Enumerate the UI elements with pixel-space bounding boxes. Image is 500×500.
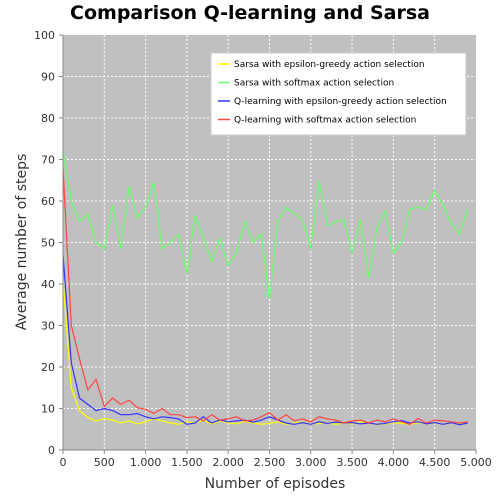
y-tick-label: 90 <box>41 71 55 84</box>
x-axis-title: Number of episodes <box>205 476 346 492</box>
x-tick-label: 5.000 <box>460 456 492 469</box>
y-axis-title: Average number of steps <box>14 154 30 331</box>
x-tick-label: 3.000 <box>295 456 327 469</box>
legend-box <box>210 52 467 136</box>
y-tick-label: 20 <box>41 361 55 374</box>
x-tick-label: 1.000 <box>130 456 162 469</box>
series-line-4 <box>62 167 468 425</box>
x-tick-label: 1.500 <box>171 456 203 469</box>
x-tick-label: 0 <box>60 456 67 469</box>
series-line-2 <box>62 151 469 299</box>
y-tick-label: 0 <box>48 444 55 457</box>
series-lines <box>62 151 469 426</box>
legend-label: Q-learning with epsilon-greedy action se… <box>234 97 447 107</box>
chart-title: Comparison Q-learning and Sarsa <box>70 2 430 24</box>
y-ticks: 0 10 20 30 40 50 60 70 80 90 100 <box>34 29 63 457</box>
x-tick-label: 2.000 <box>212 456 244 469</box>
y-tick-label: 10 <box>41 403 55 416</box>
y-tick-label: 40 <box>41 278 55 291</box>
legend-label: Sarsa with epsilon-greedy action selecti… <box>234 60 425 70</box>
y-tick-label: 30 <box>41 320 55 333</box>
x-tick-label: 3.500 <box>336 456 368 469</box>
legend: Sarsa with epsilon-greedy action selecti… <box>210 52 467 136</box>
x-tick-label: 4.000 <box>378 456 410 469</box>
y-tick-label: 60 <box>41 195 55 208</box>
y-tick-label: 100 <box>34 29 55 42</box>
legend-label: Q-learning with softmax action selection <box>234 116 416 126</box>
y-tick-label: 70 <box>41 154 55 167</box>
series-line-1 <box>62 279 468 426</box>
y-tick-label: 50 <box>41 237 55 250</box>
x-ticks: 0 500 1.000 1.500 2.000 2.500 3.000 3.500 4.000 4… <box>60 450 492 469</box>
x-tick-label: 2.500 <box>254 456 286 469</box>
y-tick-label: 80 <box>41 112 55 125</box>
legend-label: Sarsa with softmax action selection <box>234 79 394 89</box>
x-tick-label: 4.500 <box>419 456 451 469</box>
x-tick-label: 500 <box>94 456 115 469</box>
